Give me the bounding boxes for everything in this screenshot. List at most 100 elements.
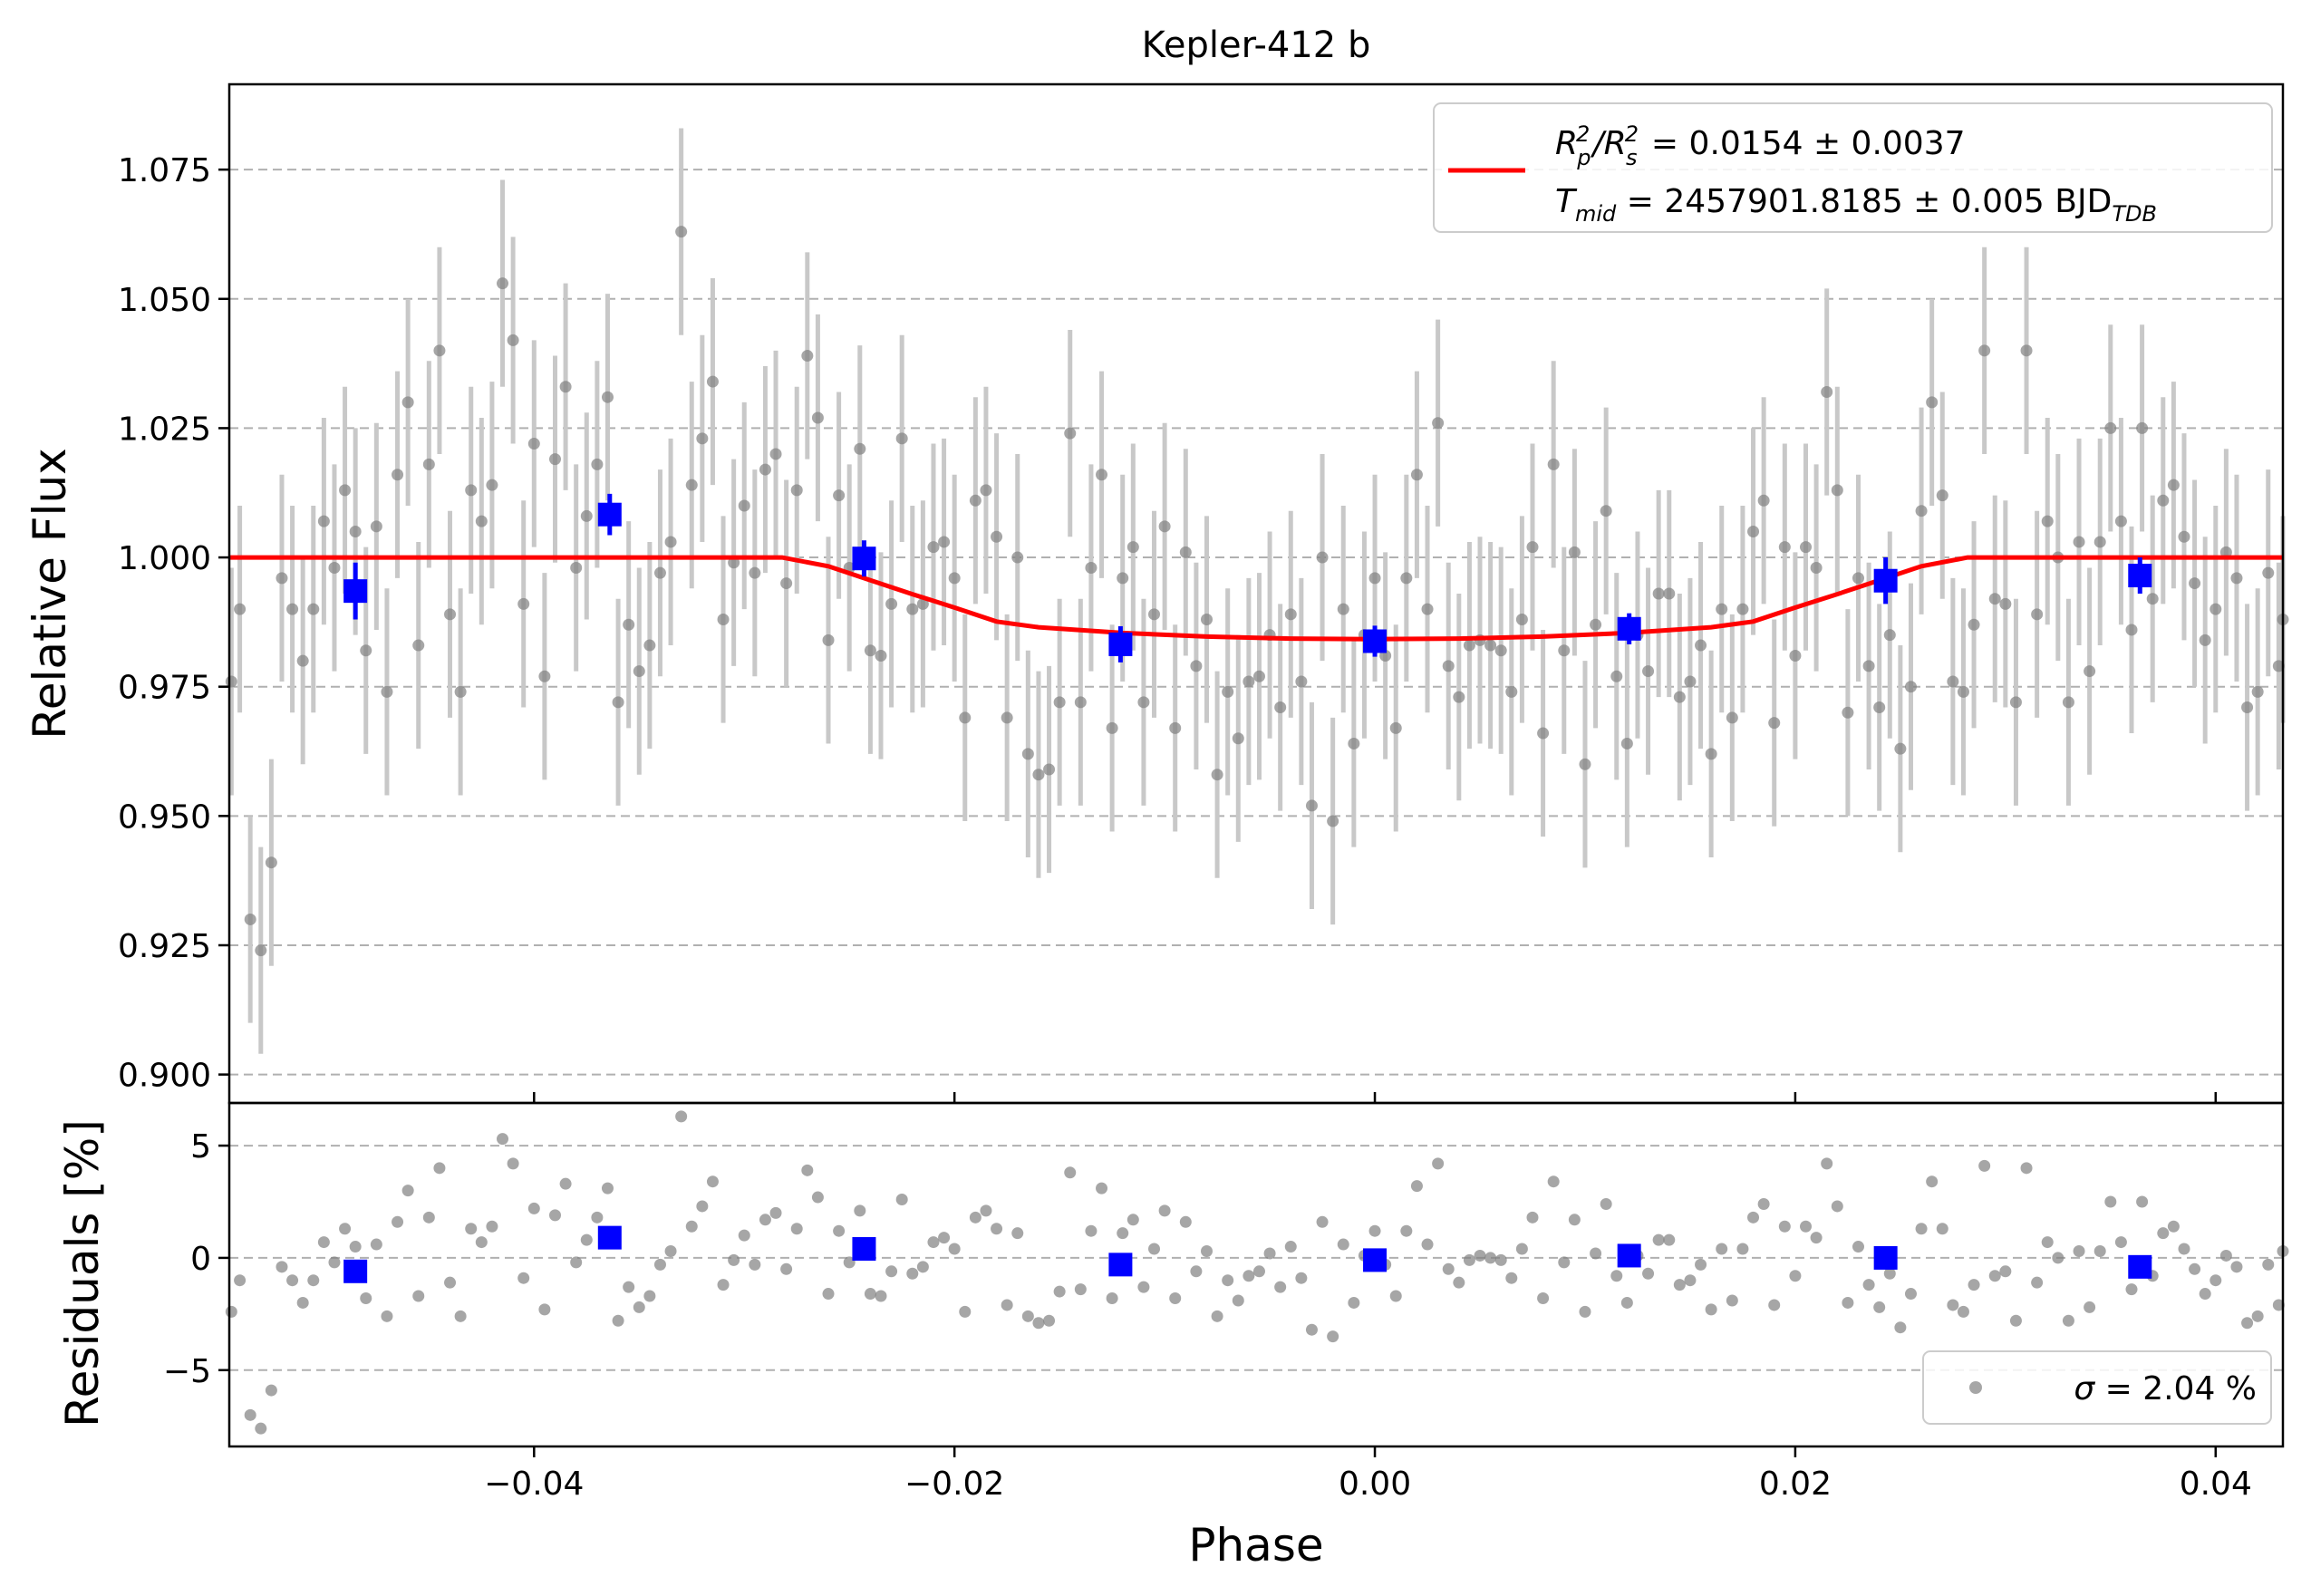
data-point	[1389, 721, 1402, 734]
residual-point	[2020, 1162, 2033, 1175]
residual-point	[307, 1274, 320, 1287]
data-point	[1274, 701, 1287, 714]
residual-point	[1695, 1258, 1707, 1271]
data-point	[1064, 427, 1077, 440]
data-point	[875, 649, 887, 662]
residual-point	[1096, 1182, 1108, 1195]
residual-point	[1085, 1224, 1097, 1237]
residual-point	[1284, 1241, 1297, 1253]
data-point	[1410, 469, 1423, 481]
residual-point	[2125, 1283, 2138, 1296]
data-point	[1673, 691, 1686, 703]
residual-point	[1043, 1314, 1056, 1327]
data-point	[2114, 515, 2127, 527]
data-point	[2230, 572, 2243, 585]
data-point	[1862, 660, 1875, 672]
data-point	[286, 603, 299, 615]
residual-point	[2114, 1236, 2127, 1249]
residual-point	[591, 1211, 604, 1224]
residual-point	[1463, 1253, 1475, 1266]
residual-point	[1316, 1215, 1329, 1228]
residual-point	[1126, 1214, 1139, 1226]
data-point	[538, 670, 551, 682]
residual-point	[1894, 1321, 1907, 1334]
data-point	[1789, 649, 1802, 662]
residual-point	[2209, 1274, 2222, 1287]
data-point	[664, 536, 677, 548]
residual-point	[1663, 1233, 1676, 1246]
residual-point	[980, 1204, 992, 1217]
residual-binned-point	[852, 1237, 876, 1262]
top-y-tick-label: 1.000	[118, 540, 211, 577]
residual-point	[1778, 1220, 1791, 1233]
data-point	[317, 515, 330, 527]
data-point	[980, 484, 992, 497]
bottom-panel-binned-points	[343, 1225, 2152, 1283]
residual-point	[2157, 1227, 2170, 1240]
residual-point	[2178, 1243, 2190, 1255]
data-point	[2104, 421, 2117, 434]
data-point	[1600, 505, 1612, 517]
data-point	[1200, 614, 1213, 626]
data-point	[2009, 696, 2022, 709]
data-point	[1726, 711, 1738, 724]
data-point	[612, 696, 624, 709]
top-y-tick-label: 0.900	[118, 1058, 211, 1095]
residual-point	[1179, 1215, 1192, 1228]
data-point	[1778, 541, 1791, 554]
residual-point	[527, 1202, 540, 1214]
data-point	[1978, 344, 1991, 357]
residual-point	[1263, 1247, 1276, 1260]
residual-point	[370, 1238, 382, 1251]
top-panel-y-axis: 0.900 0.925 0.950 0.975 1.000 1.025 1.050 1.075	[118, 152, 229, 1095]
data-point	[1368, 572, 1381, 585]
residual-point	[1106, 1292, 1118, 1305]
top-y-tick-label: 1.050	[118, 282, 211, 319]
residual-point	[864, 1288, 876, 1301]
residual-point	[580, 1233, 593, 1246]
data-point	[1211, 769, 1223, 781]
bottom-y-tick-label: 5	[190, 1128, 211, 1166]
data-point	[653, 566, 666, 579]
residual-point	[1515, 1243, 1528, 1255]
residual-point	[1158, 1204, 1171, 1217]
residual-point	[1789, 1270, 1802, 1282]
residual-point	[717, 1279, 730, 1291]
data-point	[1001, 711, 1013, 724]
data-point	[1988, 593, 2001, 605]
residual-point	[1705, 1303, 1717, 1316]
data-point	[381, 685, 393, 698]
residual-point	[1831, 1200, 1843, 1213]
data-point	[1957, 685, 1969, 698]
residual-point	[538, 1303, 551, 1316]
residual-point	[833, 1224, 846, 1237]
legend-line-2: Tmid = 2457901.8185 ± 0.005 BJDTDB	[1555, 183, 2157, 227]
data-point	[938, 536, 951, 548]
residual-point	[601, 1182, 614, 1195]
residual-point	[1001, 1299, 1013, 1311]
bottom-panel-y-axis: −5 0 5	[163, 1128, 229, 1390]
residual-point	[2167, 1220, 2180, 1233]
residual-point	[1474, 1249, 1486, 1262]
data-point	[1316, 551, 1329, 564]
data-point	[2125, 624, 2138, 636]
residual-point	[612, 1314, 624, 1327]
residual-point	[1190, 1265, 1203, 1278]
data-point	[1610, 670, 1623, 682]
data-point	[1821, 385, 1833, 398]
residual-point	[454, 1310, 467, 1322]
data-point	[1999, 597, 2012, 610]
data-point	[1494, 644, 1507, 657]
residual-point	[1736, 1243, 1749, 1255]
residual-point	[1810, 1232, 1823, 1244]
data-point	[1096, 469, 1108, 481]
data-point	[328, 561, 341, 574]
residual-point	[1494, 1253, 1507, 1266]
residual-point	[2084, 1301, 2096, 1313]
data-point	[307, 603, 320, 615]
data-point	[1883, 629, 1896, 642]
residual-point	[623, 1281, 635, 1293]
data-point	[465, 484, 478, 497]
residual-point	[1999, 1265, 2012, 1278]
